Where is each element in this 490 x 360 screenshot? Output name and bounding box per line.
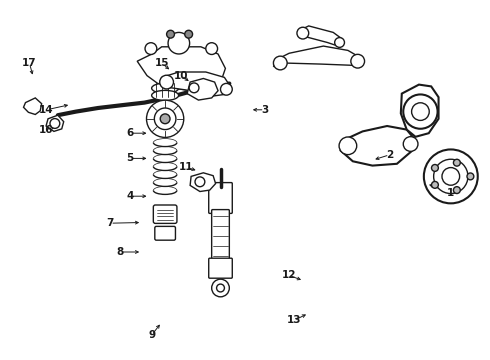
Polygon shape — [341, 126, 416, 166]
Circle shape — [453, 159, 460, 166]
Circle shape — [217, 284, 224, 292]
Circle shape — [154, 108, 176, 130]
Polygon shape — [273, 46, 362, 67]
Circle shape — [351, 54, 365, 68]
Circle shape — [335, 37, 344, 48]
Polygon shape — [187, 78, 218, 100]
Circle shape — [145, 43, 157, 54]
Text: 14: 14 — [39, 105, 54, 115]
Text: 12: 12 — [282, 270, 296, 280]
Text: 6: 6 — [126, 128, 133, 138]
FancyBboxPatch shape — [155, 226, 175, 240]
FancyBboxPatch shape — [212, 210, 229, 262]
FancyBboxPatch shape — [153, 205, 177, 224]
Text: 15: 15 — [154, 58, 169, 68]
Text: 10: 10 — [174, 71, 189, 81]
Circle shape — [185, 30, 193, 38]
Circle shape — [206, 43, 218, 54]
Circle shape — [50, 118, 60, 129]
Circle shape — [403, 94, 438, 129]
Text: 1: 1 — [447, 188, 454, 198]
Polygon shape — [299, 26, 343, 46]
Text: 5: 5 — [126, 153, 133, 163]
Circle shape — [412, 103, 429, 120]
Ellipse shape — [152, 83, 179, 93]
Circle shape — [339, 137, 357, 155]
Text: 3: 3 — [261, 105, 268, 115]
Circle shape — [403, 137, 418, 151]
Text: 17: 17 — [22, 58, 37, 68]
Circle shape — [167, 30, 174, 38]
Polygon shape — [137, 47, 225, 90]
Polygon shape — [24, 98, 42, 114]
Polygon shape — [190, 173, 216, 192]
Polygon shape — [46, 115, 64, 131]
Circle shape — [212, 279, 229, 297]
Circle shape — [432, 181, 439, 188]
Text: 13: 13 — [287, 315, 301, 325]
Text: 9: 9 — [148, 330, 155, 340]
Circle shape — [189, 83, 199, 93]
Circle shape — [297, 27, 309, 39]
Text: 2: 2 — [386, 150, 393, 160]
Circle shape — [442, 168, 460, 185]
Circle shape — [432, 165, 439, 171]
Circle shape — [424, 149, 478, 203]
Circle shape — [453, 187, 460, 194]
Circle shape — [434, 159, 468, 194]
Text: 16: 16 — [39, 125, 54, 135]
Circle shape — [273, 56, 287, 70]
Circle shape — [220, 84, 232, 95]
Ellipse shape — [152, 90, 179, 100]
Circle shape — [195, 177, 205, 187]
Text: 4: 4 — [126, 191, 134, 201]
Circle shape — [147, 100, 184, 138]
FancyBboxPatch shape — [209, 258, 232, 278]
Circle shape — [168, 32, 190, 54]
FancyBboxPatch shape — [209, 183, 232, 213]
Text: 11: 11 — [179, 162, 194, 172]
Polygon shape — [159, 72, 230, 96]
Circle shape — [160, 114, 170, 124]
Polygon shape — [401, 85, 439, 137]
Circle shape — [160, 75, 173, 89]
Text: 8: 8 — [117, 247, 123, 257]
Circle shape — [467, 173, 474, 180]
Text: 7: 7 — [106, 218, 114, 228]
